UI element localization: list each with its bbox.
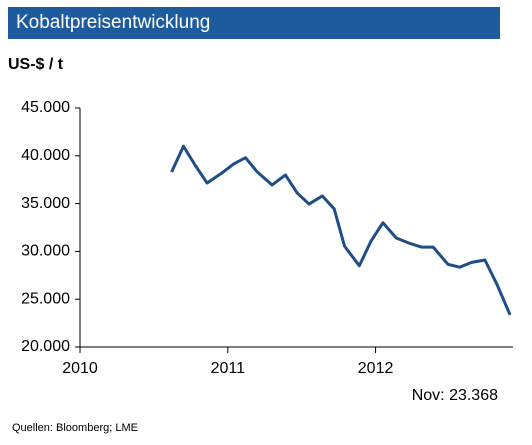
y-tick-label: 35.000	[21, 195, 70, 212]
y-tick-label: 20.000	[21, 338, 70, 355]
y-axis-label: US-$ / t	[8, 56, 64, 73]
annotation: Nov: 23.368	[412, 387, 498, 404]
y-tick-label: 40.000	[21, 147, 70, 164]
price-line	[170, 144, 512, 316]
y-tick-label: 45.000	[21, 99, 70, 116]
source: Quellen: Bloomberg; LME	[12, 422, 138, 434]
x-tick-label: 2011	[211, 360, 246, 377]
y-tick-label: 30.000	[21, 243, 70, 260]
title-banner	[8, 7, 500, 39]
x-tick-label: 2010	[62, 360, 98, 377]
y-tick-label: 25.000	[21, 290, 70, 307]
chart-title: Kobaltpreisentwicklung	[16, 12, 210, 33]
x-tick-label: 2012	[358, 360, 394, 377]
